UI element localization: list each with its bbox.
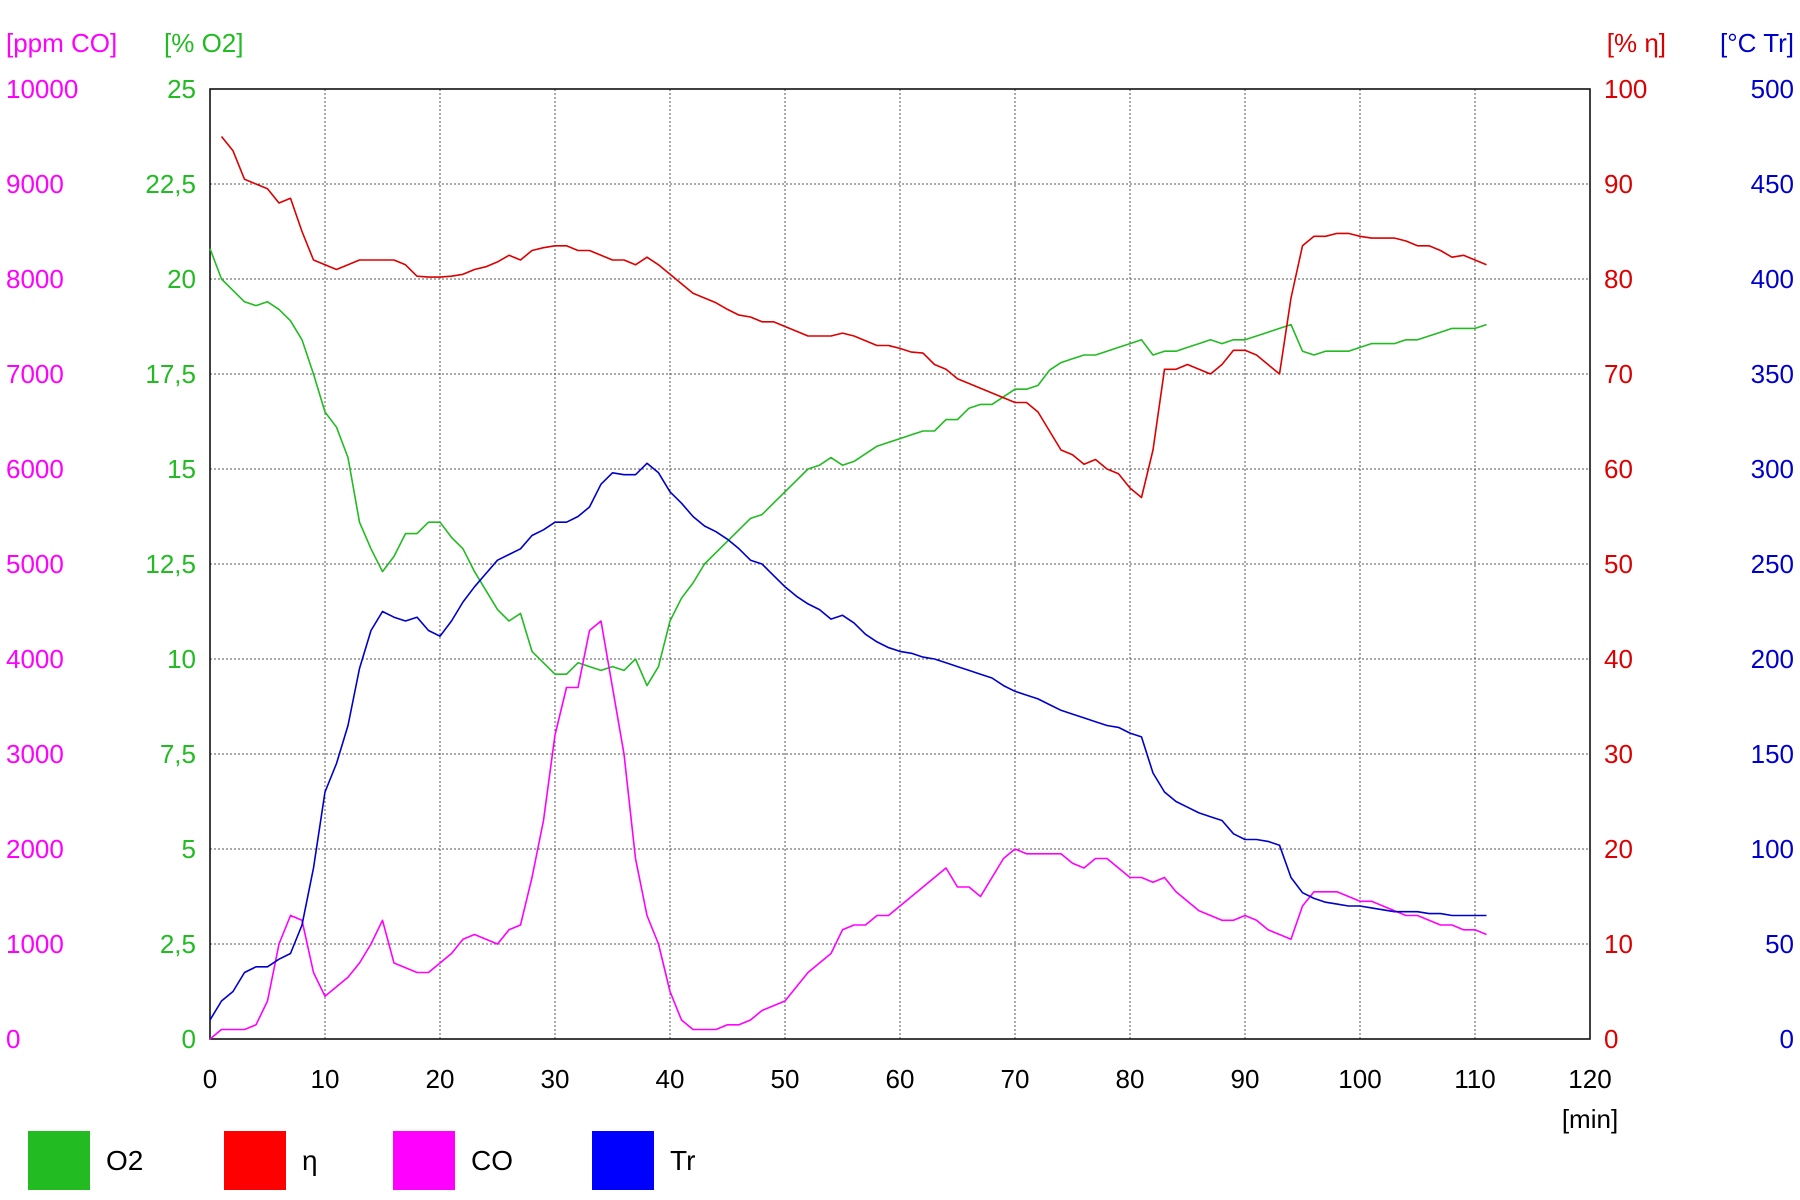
y-tick-label-tr: 250	[1751, 549, 1794, 579]
y-tick-label-o2: 22,5	[145, 169, 196, 199]
x-tick-label: 40	[656, 1064, 685, 1094]
legend-label: CO	[471, 1145, 513, 1176]
x-tick-label: 100	[1338, 1064, 1381, 1094]
y-tick-label-o2: 0	[182, 1024, 196, 1054]
y-tick-label-co: 10000	[6, 74, 78, 104]
x-axis-label: [min]	[1562, 1104, 1618, 1134]
legend-label: η	[302, 1145, 318, 1176]
y-tick-label-co: 5000	[6, 549, 64, 579]
x-tick-label: 60	[886, 1064, 915, 1094]
y-tick-label-o2: 12,5	[145, 549, 196, 579]
x-tick-label: 30	[541, 1064, 570, 1094]
y-tick-label-o2: 20	[167, 264, 196, 294]
legend-swatch-η	[224, 1131, 286, 1190]
series-line-O2	[209, 248, 1487, 687]
y-tick-label-co: 1000	[6, 929, 64, 959]
series-layer	[209, 135, 1487, 1040]
y-tick-label-eta: 100	[1604, 74, 1647, 104]
legend: O2 η CO Tr	[28, 1131, 695, 1190]
x-tick-label: 90	[1231, 1064, 1260, 1094]
y-tick-label-tr: 100	[1751, 834, 1794, 864]
y-tick-label-o2: 5	[182, 834, 196, 864]
y-tick-label-eta: 50	[1604, 549, 1633, 579]
axis-header-co: [ppm CO]	[6, 28, 117, 58]
x-tick-label: 110	[1454, 1064, 1495, 1094]
x-tick-label: 20	[426, 1064, 455, 1094]
legend-label: Tr	[670, 1145, 695, 1176]
y-tick-label-co: 8000	[6, 264, 64, 294]
y-tick-label-co: 2000	[6, 834, 64, 864]
y-tick-label-eta: 30	[1604, 739, 1633, 769]
y-tick-label-eta: 40	[1604, 644, 1633, 674]
axis-header-eta: [% η]	[1607, 28, 1666, 58]
y-tick-label-eta: 70	[1604, 359, 1633, 389]
y-tick-label-tr: 150	[1751, 739, 1794, 769]
y-tick-label-tr: 0	[1780, 1024, 1794, 1054]
y-tick-label-co: 7000	[6, 359, 64, 389]
y-tick-label-eta: 0	[1604, 1024, 1618, 1054]
legend-label: O2	[106, 1145, 143, 1176]
grid	[210, 89, 1590, 1039]
y-tick-label-o2: 15	[167, 454, 196, 484]
y-tick-label-co: 6000	[6, 454, 64, 484]
y-tick-label-co: 9000	[6, 169, 64, 199]
series-line-η	[220, 135, 1487, 499]
y-tick-label-eta: 80	[1604, 264, 1633, 294]
y-tick-label-tr: 400	[1751, 264, 1794, 294]
series-line-Tr	[209, 462, 1487, 1021]
x-tick-label: 10	[311, 1064, 340, 1094]
y-tick-label-tr: 50	[1765, 929, 1794, 959]
axes-layer: 0100020003000400050006000700080009000100…	[6, 28, 1794, 1134]
y-tick-label-eta: 90	[1604, 169, 1633, 199]
y-tick-label-co: 4000	[6, 644, 64, 674]
y-tick-label-o2: 10	[167, 644, 196, 674]
y-tick-label-eta: 20	[1604, 834, 1633, 864]
y-tick-label-tr: 300	[1751, 454, 1794, 484]
series-line-CO	[209, 620, 1487, 1040]
x-tick-label: 70	[1001, 1064, 1030, 1094]
axis-header-o2: [% O2]	[164, 28, 243, 58]
x-tick-label: 50	[771, 1064, 800, 1094]
y-tick-label-o2: 17,5	[145, 359, 196, 389]
y-tick-label-tr: 350	[1751, 359, 1794, 389]
legend-swatch-O2	[28, 1131, 90, 1190]
y-tick-label-tr: 500	[1751, 74, 1794, 104]
axis-header-tr: [°C Tr]	[1720, 28, 1794, 58]
y-tick-label-tr: 450	[1751, 169, 1794, 199]
y-tick-label-o2: 7,5	[160, 739, 196, 769]
legend-swatch-CO	[393, 1131, 455, 1190]
y-tick-label-o2: 25	[167, 74, 196, 104]
y-tick-label-o2: 2,5	[160, 929, 196, 959]
y-tick-label-eta: 60	[1604, 454, 1633, 484]
legend-swatch-Tr	[592, 1131, 654, 1190]
x-tick-label: 120	[1568, 1064, 1611, 1094]
x-tick-label: 0	[203, 1064, 217, 1094]
y-tick-label-tr: 200	[1751, 644, 1794, 674]
y-tick-label-eta: 10	[1604, 929, 1633, 959]
plot-frame	[209, 88, 1591, 1040]
y-tick-label-co: 3000	[6, 739, 64, 769]
y-tick-label-co: 0	[6, 1024, 20, 1054]
x-tick-label: 80	[1116, 1064, 1145, 1094]
